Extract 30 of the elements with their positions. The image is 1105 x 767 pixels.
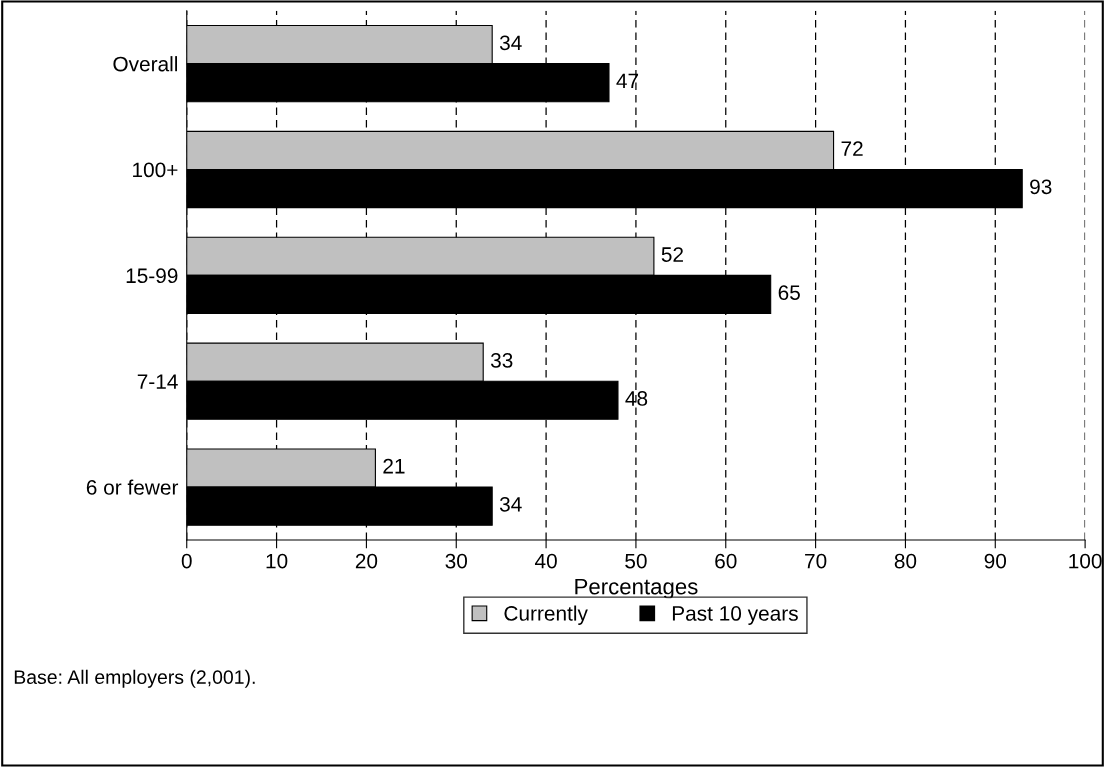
data-label: 52 [661,247,683,262]
x-tick-label: 10 [266,553,288,569]
x-tick-label: 40 [534,553,557,569]
y-tick-label: 15-99 [126,268,178,284]
x-tick-label: 100 [1069,553,1102,569]
y-tick-label: 6 or fewer [86,479,179,495]
data-label: 65 [778,285,800,300]
legend-label: Currently [504,605,588,625]
x-tick-label: 50 [625,553,647,569]
x-tick-label: 80 [894,553,917,569]
data-label: 34 [499,496,522,512]
x-tick-label: 70 [805,553,827,569]
data-label: 21 [383,458,405,474]
x-tick-label: 0 [181,553,192,569]
data-label: 93 [1030,179,1052,195]
x-tick-label: 30 [445,553,468,569]
y-tick-label: Overall [113,56,178,72]
x-tick-label: 60 [715,553,737,569]
data-label: 33 [490,352,513,368]
x-tick-label: 90 [984,553,1007,569]
x-axis-title: Percentages [575,578,698,599]
data-label: 47 [616,73,639,89]
text: Base: All employers (2,001). [14,669,255,688]
data-label: 48 [625,391,648,406]
y-tick-label: 7-14 [137,374,178,389]
x-tick-label: 20 [355,553,378,569]
y-tick-label: 100+ [133,162,178,178]
data-label: 34 [499,35,522,51]
data-label: 72 [841,141,863,156]
legend-label: Past 10 years [672,606,798,625]
